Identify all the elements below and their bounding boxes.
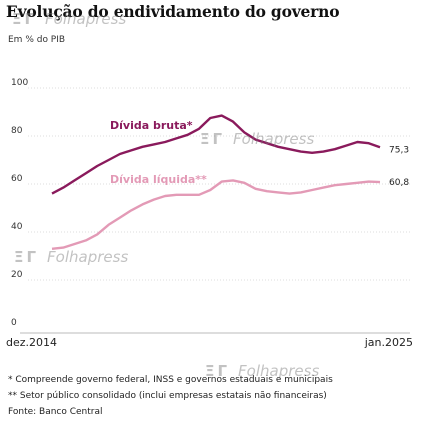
line-chart: 0 20 40 60 80 100 Dívida bruta* 75,3 Dívida líq… xyxy=(6,78,413,349)
chart-subtitle: Em % do PIB xyxy=(8,35,66,45)
series-labels: Dívida bruta* 75,3 Dívida líquida** 60,8 xyxy=(110,119,409,188)
y-tick-label: 20 xyxy=(11,270,23,280)
series-line-divida-liquida xyxy=(51,179,381,250)
y-tick-labels: 0 20 40 60 80 100 xyxy=(11,78,28,328)
y-tick-label: 40 xyxy=(11,222,23,232)
y-tick-label: 60 xyxy=(11,174,23,184)
series-lines xyxy=(51,114,381,250)
chart-title: Evolução do endividamento do governo xyxy=(6,2,340,21)
x-tick-end: jan.2025 xyxy=(364,336,413,349)
y-tick-label: 100 xyxy=(11,78,28,88)
footnote-bruta: * Compreende governo federal, INSS e gov… xyxy=(8,375,333,385)
series-name-divida-bruta: Dívida bruta* xyxy=(110,119,193,132)
x-tick-start: dez.2014 xyxy=(6,336,57,349)
source-note: Fonte: Banco Central xyxy=(8,407,103,417)
footnotes: * Compreende governo federal, INSS e gov… xyxy=(8,372,333,420)
series-name-divida-liquida: Dívida líquida** xyxy=(110,173,207,186)
y-tick-label: 80 xyxy=(11,126,23,136)
end-value-divida-bruta: 75,3 xyxy=(389,145,409,155)
y-tick-label: 0 xyxy=(11,318,17,328)
series-line-divida-bruta xyxy=(51,114,381,195)
end-value-divida-liquida: 60,8 xyxy=(389,178,409,188)
footnote-liquida: ** Setor público consolidado (inclui emp… xyxy=(8,391,327,401)
